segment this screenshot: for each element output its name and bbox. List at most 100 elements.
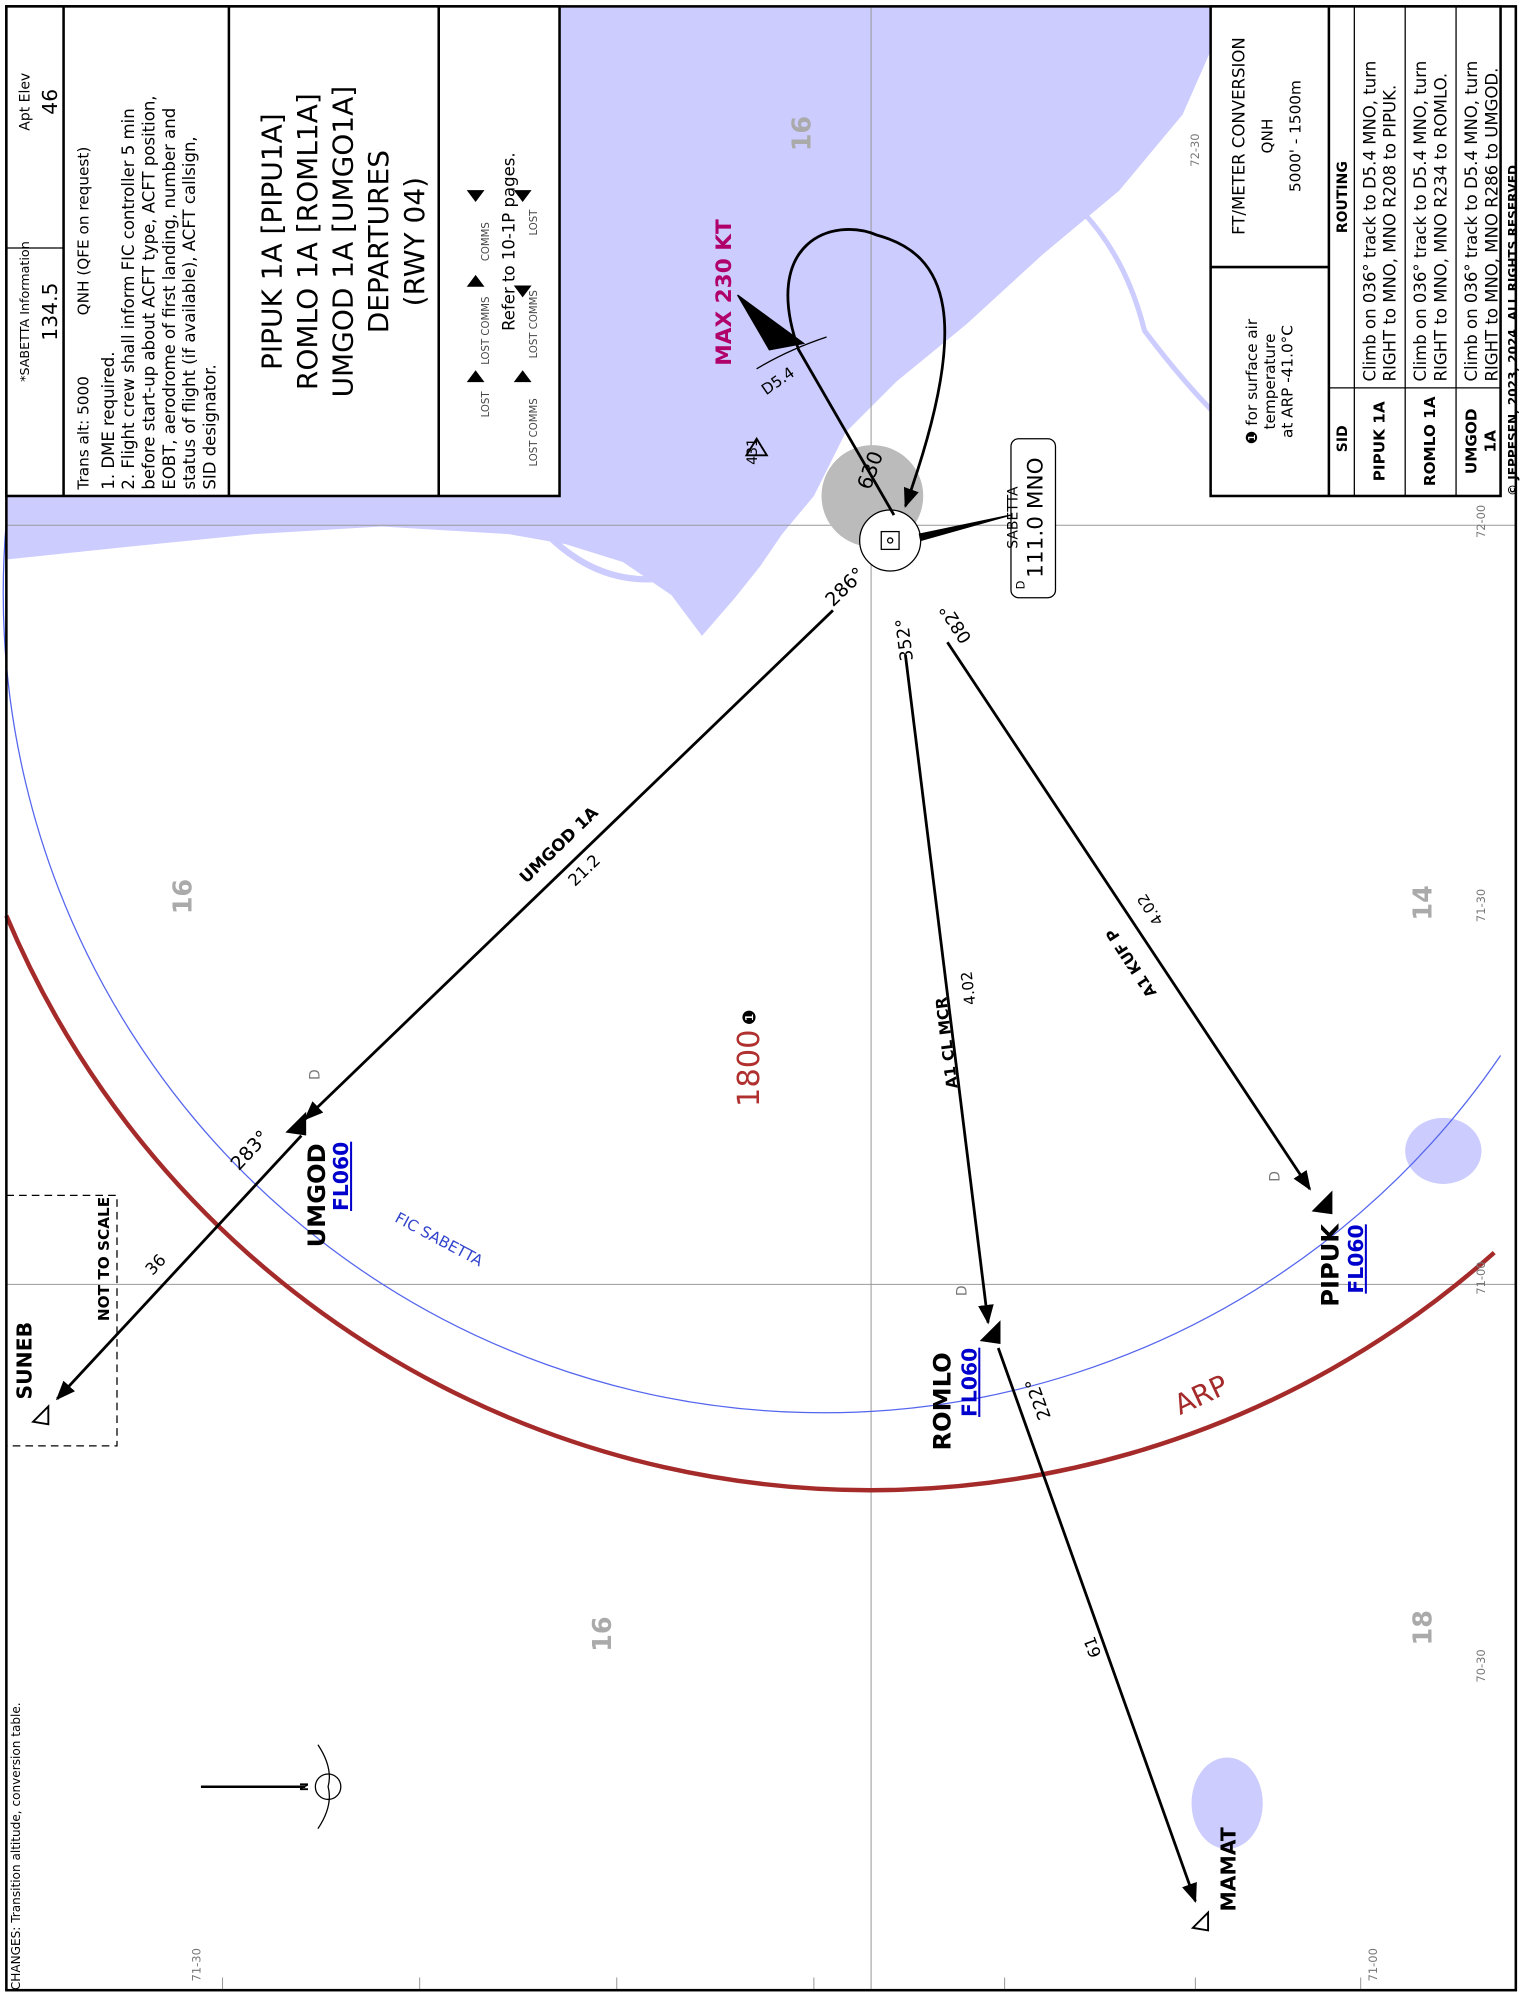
routing: RIGHT to MNO, MNO R234 to ROMLO.	[1432, 73, 1451, 382]
conversion-sub: QNH	[1258, 119, 1276, 154]
elev-label: Apt Elev	[17, 73, 33, 131]
dme-mark: D	[955, 1285, 971, 1296]
airspace: FIC SABETTA	[392, 1209, 486, 1271]
waypoint-alt: FL060	[1344, 1224, 1368, 1293]
sid: ROMLO 1A	[1421, 396, 1439, 486]
note: EOBT, aerodrome of first landing, number…	[160, 108, 179, 490]
elev: 46	[38, 89, 62, 115]
speed-limit: MAX 230 KT	[712, 219, 737, 366]
note: before start-up about ACFT type, ACFT po…	[140, 95, 159, 489]
route-name: A1 CL MCR	[932, 996, 961, 1090]
arp-ring	[4, 914, 1496, 1493]
lat-label: 70-30	[1474, 1649, 1488, 1682]
conversion-title: FT/METER CONVERSION	[1229, 37, 1248, 235]
msa: 1800	[732, 1029, 767, 1107]
title: UMGOD 1A [UMGO1A]	[327, 86, 360, 398]
routing: Climb on 036° track to D5.4 MNO, turn	[1360, 61, 1379, 382]
temp-note: at ARP -41.0°C	[1279, 325, 1297, 438]
changes: CHANGES: Transition altitude, conversion…	[9, 1702, 23, 1990]
lat-label: 71-00	[1474, 1261, 1488, 1294]
route-course: 352°	[892, 617, 918, 662]
texts: *SABETTA Information 134.5 Apt Elev 46 Trans…	[9, 37, 1520, 1990]
lost-comms-label: LOST COMMS	[481, 297, 492, 365]
waypoint-alt: FL060	[329, 1142, 353, 1211]
north-label: N	[300, 1782, 311, 1790]
title: PIPUK 1A [PIPU1A]	[255, 113, 288, 370]
lon-label: 71-00	[1366, 1948, 1380, 1981]
lost-comms-label: LOST	[481, 391, 492, 418]
not-to-scale-box	[5, 1194, 118, 1447]
dme-mark: D	[307, 1069, 323, 1080]
route-course: 286°	[821, 563, 869, 611]
grid-mora: 16	[167, 879, 197, 914]
grid-mora: 18	[1407, 1610, 1437, 1645]
info-label: *SABETTA Information	[17, 241, 32, 382]
navaid-freq: 111.0 MNO	[1023, 457, 1048, 578]
lost-comms-label: LOST COMMS	[529, 290, 540, 358]
leg-dist: 36	[142, 1250, 170, 1278]
arp-label: ARP	[1169, 1368, 1233, 1421]
navaid-name: SABETTA	[1006, 486, 1022, 549]
leg-course: 222°	[1021, 1375, 1055, 1422]
lat-label: 71-30	[1474, 889, 1488, 922]
waypoint: ROMLO	[929, 1352, 957, 1450]
refer: Refer to 10-1P pages.	[499, 152, 518, 331]
table-header: ROUTING	[1335, 161, 1351, 233]
sid: 1A	[1482, 430, 1500, 453]
trans-alt: Trans alt: 5000	[74, 376, 92, 491]
routing: Climb on 036° track to D5.4 MNO, turn	[1462, 61, 1481, 382]
grid-mora: 16	[787, 116, 817, 151]
lat-label: 72-00	[1474, 505, 1488, 538]
temp-note: temperature	[1261, 334, 1279, 430]
sid: UMGOD	[1462, 408, 1480, 474]
routing: RIGHT to MNO, MNO R286 to UMGOD.	[1482, 68, 1501, 382]
note: 1. DME required.	[99, 352, 118, 490]
lat-label: 72-30	[1188, 133, 1202, 166]
title: DEPARTURES	[362, 150, 395, 333]
dme-mark: D	[1267, 1171, 1283, 1182]
obstacle: 431	[745, 438, 761, 465]
qnh: QNH (QFE on request)	[74, 147, 92, 316]
info-freq: 134.5	[38, 282, 62, 340]
navaid-dme: D	[1014, 580, 1028, 589]
title: ROMLO 1A [ROML1A]	[291, 93, 324, 390]
table-header: SID	[1335, 425, 1351, 452]
sid: PIPUK 1A	[1370, 401, 1388, 481]
lost-comms-label: LOST COMMS	[529, 398, 540, 466]
msa-note: ❶	[739, 1009, 760, 1025]
route-dist: 4.02	[1134, 890, 1168, 928]
routing: Climb on 036° track to D5.4 MNO, turn	[1411, 61, 1430, 382]
fix: MAMAT	[1217, 1827, 1241, 1911]
north-arrow	[200, 1744, 342, 1830]
waypoint: UMGOD	[303, 1143, 331, 1247]
temp-note: ❶ for surface air	[1243, 318, 1261, 444]
note: 2. Flight crew shall inform FIC controll…	[119, 108, 138, 489]
frames	[5, 5, 1518, 1992]
route-course: 082°	[935, 600, 976, 647]
note: status of flight (if available), ACFT ca…	[180, 136, 199, 489]
waypoint-symbols	[31, 436, 1333, 1932]
route-dist: 4.02	[958, 970, 980, 1006]
routes	[55, 228, 1311, 1904]
navaid-symbol	[859, 509, 1012, 572]
not-to-scale: NOT TO SCALE	[95, 1197, 113, 1321]
fix: SUNEB	[12, 1322, 36, 1400]
leg-course: 283°	[226, 1126, 273, 1175]
copyright: © JEPPESEN, 2023, 2024. ALL RIGHTS RESER…	[1506, 160, 1520, 496]
grid-mora: 16	[587, 1616, 617, 1651]
waypoint: PIPUK	[1316, 1223, 1344, 1307]
routing: RIGHT to MNO, MNO R208 to PIPUK.	[1381, 85, 1400, 382]
route-name: A1 KUF P	[1102, 925, 1160, 1001]
conversion-row: 5000' - 1500m	[1286, 80, 1304, 192]
lost-comms-label: COMMS	[481, 222, 492, 261]
navaid-box	[1010, 438, 1057, 599]
title: (RWY 04)	[398, 177, 431, 306]
note: SID designator.	[201, 364, 220, 489]
waypoint-alt: FL060	[957, 1348, 981, 1417]
route-dist: 21.2	[564, 851, 604, 890]
grid-mora: 14	[1407, 885, 1437, 920]
lon-label: 71-30	[190, 1948, 204, 1981]
lost-comms-label: LOST	[529, 209, 540, 236]
fic-boundary	[2, 521, 1502, 1414]
